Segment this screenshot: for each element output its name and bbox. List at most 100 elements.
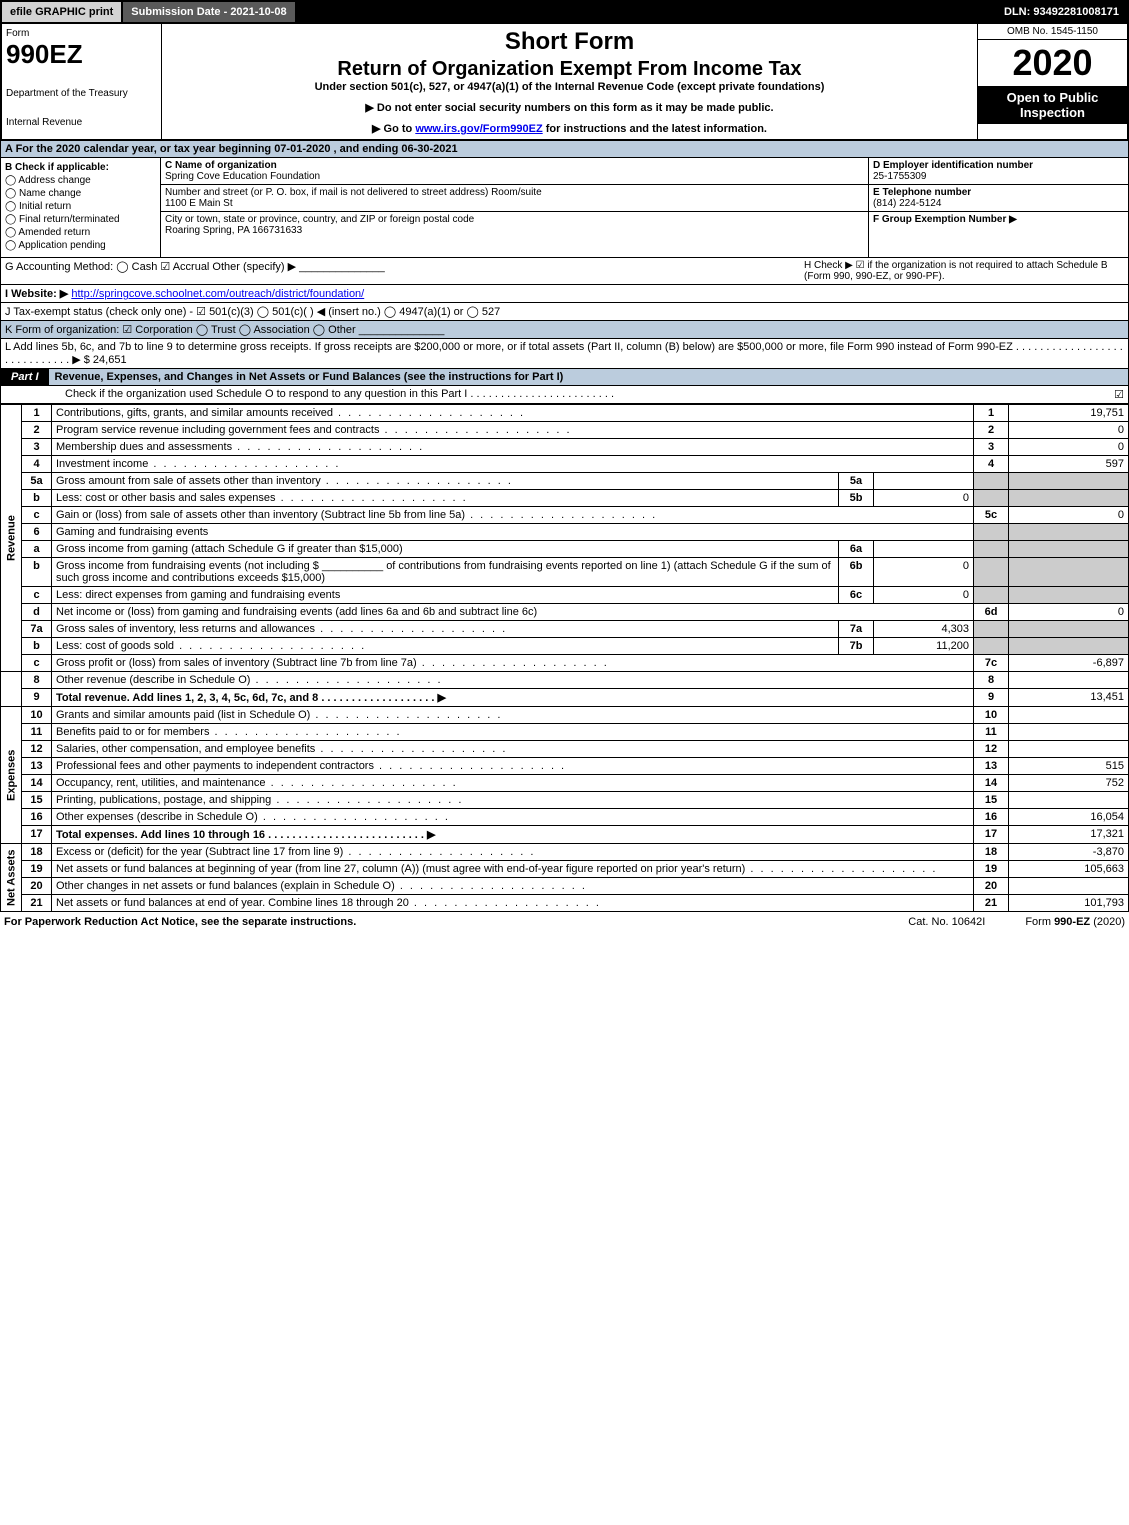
l7c-desc: Gross profit or (loss) from sales of inv… bbox=[52, 655, 974, 672]
h-schedule-b: H Check ▶ ☑ if the organization is not r… bbox=[804, 260, 1124, 282]
l6b-val bbox=[1009, 558, 1129, 587]
cb-application-pending[interactable]: ◯ Application pending bbox=[5, 240, 156, 251]
l7c-rn: 7c bbox=[974, 655, 1009, 672]
l13-rn: 13 bbox=[974, 758, 1009, 775]
cb-final-return[interactable]: ◯ Final return/terminated bbox=[5, 214, 156, 225]
l7a-num: 7a bbox=[22, 621, 52, 638]
dept-line-1: Department of the Treasury bbox=[6, 88, 157, 99]
l14-desc: Occupancy, rent, utilities, and maintena… bbox=[52, 775, 974, 792]
l9-num: 9 bbox=[22, 689, 52, 707]
l7c-val: -6,897 bbox=[1009, 655, 1129, 672]
l20-val bbox=[1009, 878, 1129, 895]
l5b-rn bbox=[974, 490, 1009, 507]
l6c-mv: 0 bbox=[874, 587, 974, 604]
form-number: 990EZ bbox=[6, 39, 157, 70]
l5a-mb: 5a bbox=[839, 473, 874, 490]
l19-val: 105,663 bbox=[1009, 861, 1129, 878]
l3-num: 3 bbox=[22, 439, 52, 456]
footer-catalog: Cat. No. 10642I bbox=[908, 916, 985, 928]
l20-desc: Other changes in net assets or fund bala… bbox=[52, 878, 974, 895]
form-header: Form 990EZ Department of the Treasury In… bbox=[0, 24, 1129, 141]
short-form-title: Short Form bbox=[166, 28, 973, 56]
l6c-mb: 6c bbox=[839, 587, 874, 604]
l14-num: 14 bbox=[22, 775, 52, 792]
form-meta-block: OMB No. 1545-1150 2020 Open to Public In… bbox=[977, 24, 1127, 139]
l5a-num: 5a bbox=[22, 473, 52, 490]
row-i-website: I Website: ▶ http://springcove.schoolnet… bbox=[0, 285, 1129, 303]
part-1-checkbox[interactable]: ☑ bbox=[1114, 388, 1124, 401]
efile-print-button[interactable]: efile GRAPHIC print bbox=[2, 2, 123, 22]
l19-num: 19 bbox=[22, 861, 52, 878]
ein-value: 25-1755309 bbox=[873, 171, 926, 182]
website-link[interactable]: http://springcove.schoolnet.com/outreach… bbox=[71, 288, 364, 300]
l6a-val bbox=[1009, 541, 1129, 558]
l7a-desc: Gross sales of inventory, less returns a… bbox=[52, 621, 839, 638]
l7b-rn bbox=[974, 638, 1009, 655]
l17-num: 17 bbox=[22, 826, 52, 844]
l5c-val: 0 bbox=[1009, 507, 1129, 524]
l20-rn: 20 bbox=[974, 878, 1009, 895]
b-label: B Check if applicable: bbox=[5, 162, 109, 173]
cb-amended-return[interactable]: ◯ Amended return bbox=[5, 227, 156, 238]
l5b-val bbox=[1009, 490, 1129, 507]
part-1-table: Revenue 1 Contributions, gifts, grants, … bbox=[0, 404, 1129, 912]
l5a-desc: Gross amount from sale of assets other t… bbox=[52, 473, 839, 490]
instructions-link-row: ▶ Go to www.irs.gov/Form990EZ for instru… bbox=[166, 122, 973, 135]
l1-val: 19,751 bbox=[1009, 405, 1129, 422]
cb-initial-return-label: Initial return bbox=[19, 201, 71, 212]
part-1-schedule-o-check: Check if the organization used Schedule … bbox=[0, 386, 1129, 404]
l7b-val bbox=[1009, 638, 1129, 655]
l7a-mb: 7a bbox=[839, 621, 874, 638]
part-1-label: Part I bbox=[1, 369, 49, 385]
l10-desc: Grants and similar amounts paid (list in… bbox=[52, 707, 974, 724]
l15-rn: 15 bbox=[974, 792, 1009, 809]
form-title-block: Short Form Return of Organization Exempt… bbox=[162, 24, 977, 139]
l6c-desc: Less: direct expenses from gaming and fu… bbox=[52, 587, 839, 604]
c-addr-cell: Number and street (or P. O. box, if mail… bbox=[161, 185, 868, 212]
l5c-rn: 5c bbox=[974, 507, 1009, 524]
l7b-num: b bbox=[22, 638, 52, 655]
l21-rn: 21 bbox=[974, 895, 1009, 912]
l6-num: 6 bbox=[22, 524, 52, 541]
cb-name-change-label: Name change bbox=[19, 188, 81, 199]
public-inspection-label: Open to Public Inspection bbox=[978, 86, 1127, 124]
l5b-num: b bbox=[22, 490, 52, 507]
l21-num: 21 bbox=[22, 895, 52, 912]
l2-num: 2 bbox=[22, 422, 52, 439]
irs-link[interactable]: www.irs.gov/Form990EZ bbox=[415, 123, 542, 135]
l6d-desc: Net income or (loss) from gaming and fun… bbox=[52, 604, 974, 621]
l2-rn: 2 bbox=[974, 422, 1009, 439]
l3-rn: 3 bbox=[974, 439, 1009, 456]
l2-desc: Program service revenue including govern… bbox=[52, 422, 974, 439]
l6-desc: Gaming and fundraising events bbox=[52, 524, 974, 541]
tax-year: 2020 bbox=[978, 40, 1127, 86]
l8-desc: Other revenue (describe in Schedule O) bbox=[52, 672, 974, 689]
l6d-val: 0 bbox=[1009, 604, 1129, 621]
cb-address-change[interactable]: ◯ Address change bbox=[5, 175, 156, 186]
l6b-desc: Gross income from fundraising events (no… bbox=[52, 558, 839, 587]
d-label: D Employer identification number bbox=[873, 160, 1033, 171]
l6c-num: c bbox=[22, 587, 52, 604]
l5b-desc: Less: cost or other basis and sales expe… bbox=[52, 490, 839, 507]
page-footer: For Paperwork Reduction Act Notice, see … bbox=[0, 912, 1129, 932]
c-city-label: City or town, state or province, country… bbox=[165, 214, 474, 225]
e-label: E Telephone number bbox=[873, 187, 971, 198]
part-1-title: Revenue, Expenses, and Changes in Net As… bbox=[49, 369, 1128, 385]
cb-final-return-label: Final return/terminated bbox=[19, 214, 120, 225]
f-label: F Group Exemption Number ▶ bbox=[873, 214, 1017, 225]
row-a-tax-year: A For the 2020 calendar year, or tax yea… bbox=[0, 141, 1129, 158]
c-name-cell: C Name of organization Spring Cove Educa… bbox=[161, 158, 868, 185]
form-id-block: Form 990EZ Department of the Treasury In… bbox=[2, 24, 162, 139]
cb-initial-return[interactable]: ◯ Initial return bbox=[5, 201, 156, 212]
cb-application-pending-label: Application pending bbox=[18, 240, 105, 251]
dln-label: DLN: 93492281008171 bbox=[996, 2, 1127, 22]
l15-num: 15 bbox=[22, 792, 52, 809]
l7a-val bbox=[1009, 621, 1129, 638]
cb-address-change-label: Address change bbox=[18, 175, 90, 186]
l4-desc: Investment income bbox=[52, 456, 974, 473]
l9-val: 13,451 bbox=[1009, 689, 1129, 707]
row-g-h: G Accounting Method: ◯ Cash ☑ Accrual Ot… bbox=[0, 258, 1129, 285]
l18-rn: 18 bbox=[974, 844, 1009, 861]
l1-desc: Contributions, gifts, grants, and simila… bbox=[52, 405, 974, 422]
cb-name-change[interactable]: ◯ Name change bbox=[5, 188, 156, 199]
